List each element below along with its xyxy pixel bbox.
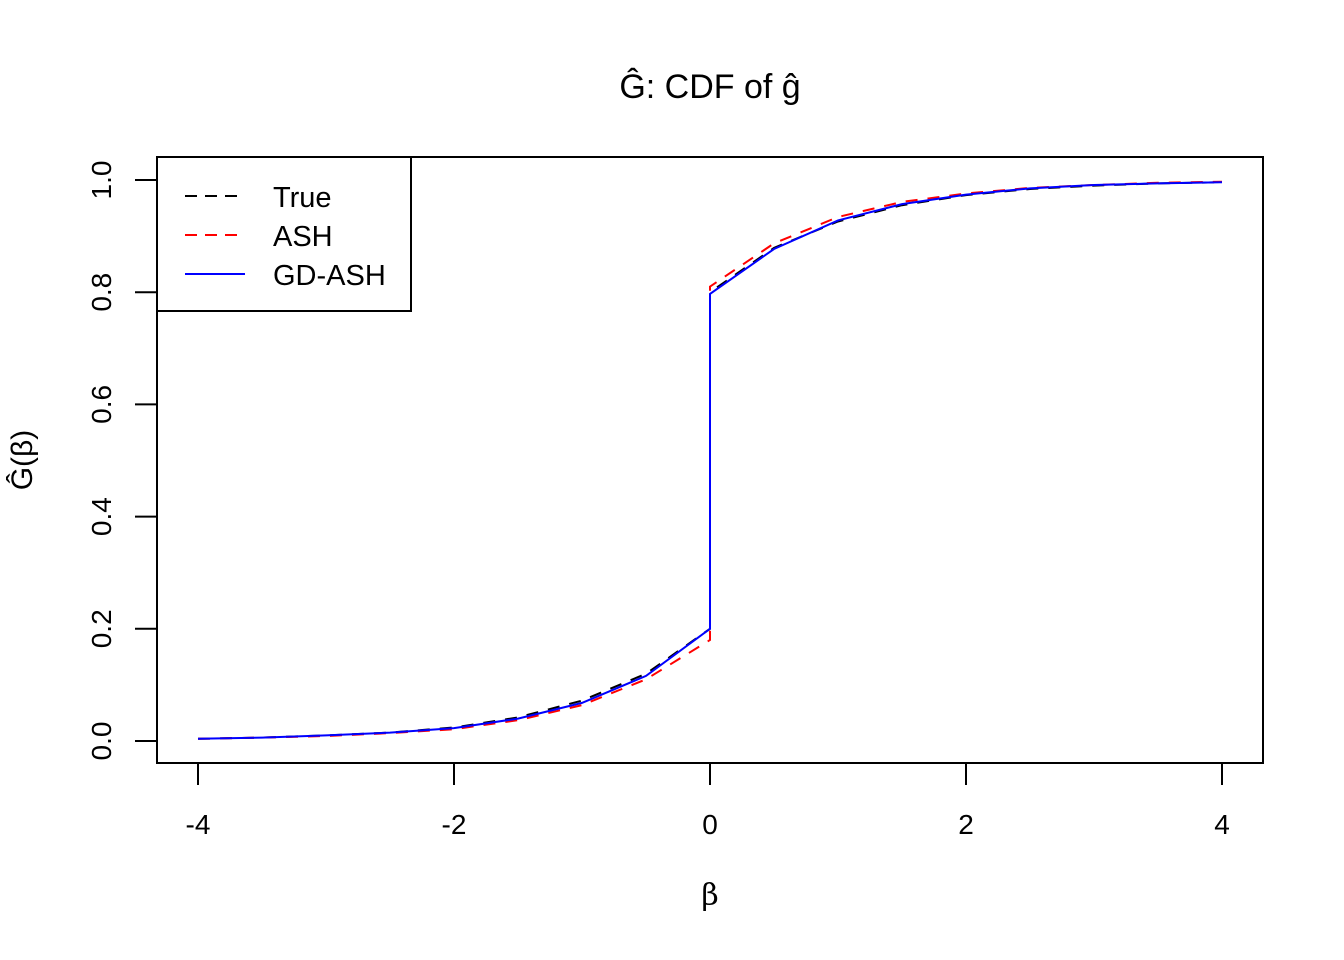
y-axis-label: Ĝ(β) <box>5 430 39 491</box>
x-axis: -4 -2 0 2 4 <box>186 762 1230 840</box>
y-tick-label: 0.8 <box>86 273 117 312</box>
y-tick-label: 0.0 <box>86 722 117 761</box>
legend-label: ASH <box>273 221 333 253</box>
y-tick-label: 1.0 <box>86 161 117 200</box>
legend-label: GD-ASH <box>273 260 386 292</box>
y-tick-label: 0.6 <box>86 385 117 424</box>
x-tick-label: -2 <box>442 809 467 840</box>
x-axis-label: β <box>701 878 718 913</box>
y-tick-label: 0.2 <box>86 609 117 648</box>
legend-label: True <box>273 182 332 214</box>
series-line-gd-ash <box>197 181 1223 740</box>
x-tick-label: 2 <box>958 809 974 840</box>
y-tick-label: 0.4 <box>86 497 117 536</box>
x-tick-label: 0 <box>702 809 718 840</box>
legend: True ASH GD-ASH <box>156 156 412 312</box>
series-lines <box>197 180 1223 740</box>
legend-box <box>156 156 412 312</box>
x-tick-label: 4 <box>1214 809 1230 840</box>
chart-title: Ĝ: CDF of ĝ <box>619 68 800 106</box>
y-axis: 0.0 0.2 0.4 0.6 0.8 1.0 <box>86 161 158 761</box>
x-tick-label: -4 <box>186 809 211 840</box>
